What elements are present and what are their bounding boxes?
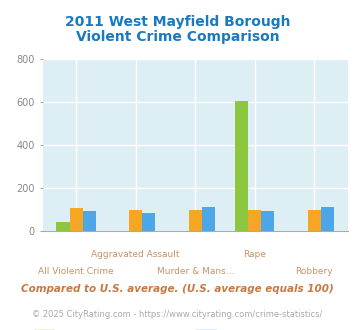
Text: 2011 West Mayfield Borough: 2011 West Mayfield Borough <box>65 15 290 29</box>
Text: Rape: Rape <box>244 250 266 259</box>
Bar <box>308 210 321 231</box>
Bar <box>321 208 334 231</box>
Text: All Violent Crime: All Violent Crime <box>38 267 114 276</box>
Text: © 2025 CityRating.com - https://www.cityrating.com/crime-statistics/: © 2025 CityRating.com - https://www.city… <box>32 311 323 319</box>
Text: Robbery: Robbery <box>296 267 333 276</box>
Bar <box>56 222 70 231</box>
Text: Aggravated Assault: Aggravated Assault <box>92 250 180 259</box>
Bar <box>202 208 215 231</box>
Text: Violent Crime Comparison: Violent Crime Comparison <box>76 30 279 44</box>
Bar <box>189 210 202 231</box>
Legend: West Mayfield Borough, National, Pennsylvania: West Mayfield Borough, National, Pennsyl… <box>29 325 294 330</box>
Bar <box>70 209 83 231</box>
Text: Murder & Mans...: Murder & Mans... <box>157 267 234 276</box>
Bar <box>83 211 96 231</box>
Text: Compared to U.S. average. (U.S. average equals 100): Compared to U.S. average. (U.S. average … <box>21 284 334 294</box>
Bar <box>235 101 248 231</box>
Bar <box>248 210 261 231</box>
Bar <box>261 211 274 231</box>
Bar <box>129 210 142 231</box>
Bar <box>142 213 155 231</box>
